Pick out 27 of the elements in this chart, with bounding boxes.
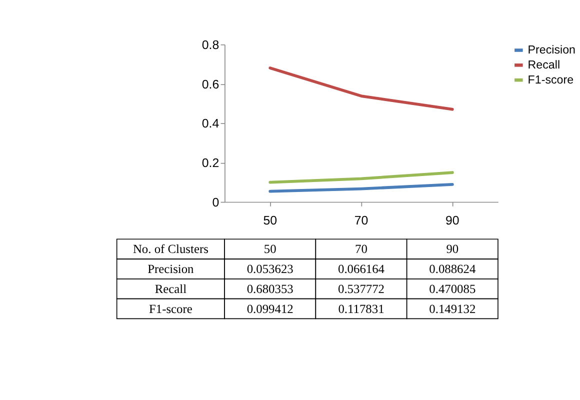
x-tick-label: 50 [263,214,278,228]
data-label: 0.099412 [246,302,294,316]
data-label: 0.088624 [429,262,476,276]
x-axis-title: No. of Clusters [132,242,209,256]
category-label: 90 [446,242,459,256]
legend-label: Precision [528,44,576,57]
data-label: 0.149132 [429,302,476,316]
data-label: 0.053623 [246,262,294,276]
legend-label: Recall [528,58,560,72]
text: Precision [148,262,194,276]
data-label: 0.537772 [338,282,385,296]
text: F1-score [148,302,192,316]
category-label: 50 [264,242,276,256]
y-tick-label: 0 [212,195,220,210]
text: Recall [154,282,187,296]
data-label: 0.117831 [338,302,384,316]
x-tick-label: 70 [354,214,368,228]
legend-label: F1-score [528,73,574,86]
y-tick-label: 0.2 [202,156,220,170]
y-tick-label: 0.6 [202,77,220,92]
x-tick-label: 90 [445,214,460,228]
y-tick-label: 0.8 [202,38,220,52]
data-label: 0.470085 [429,282,476,296]
data-label: 0.680353 [246,282,294,296]
y-tick-label: 0.4 [202,116,220,131]
category-label: 70 [355,242,368,256]
data-label: 0.066164 [338,262,386,276]
